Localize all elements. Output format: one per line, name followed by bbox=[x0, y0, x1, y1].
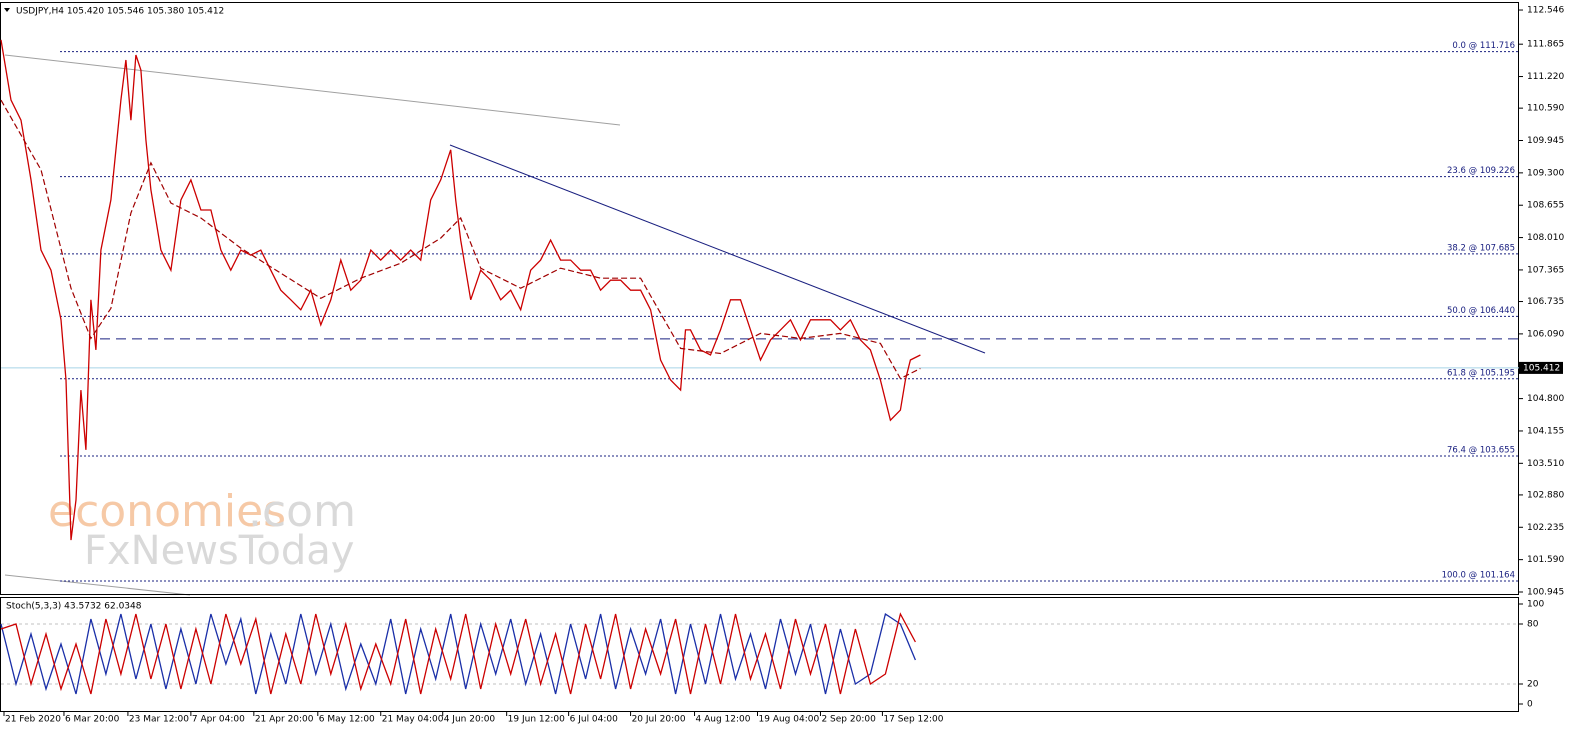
x-tick-label: 20 Jul 20:00 bbox=[632, 715, 686, 725]
y-tick-label: 104.800 bbox=[1527, 394, 1564, 404]
y-tick-label: 110.590 bbox=[1527, 104, 1564, 114]
y-tick-label: 102.880 bbox=[1527, 490, 1564, 500]
fib-label: 0.0 @ 111.716 bbox=[1452, 41, 1515, 51]
x-tick-label: 4 Jun 20:00 bbox=[444, 715, 496, 725]
series-line bbox=[0, 612, 916, 695]
x-tick-label: 7 Apr 04:00 bbox=[192, 715, 245, 725]
y-tick-label: 111.865 bbox=[1527, 40, 1564, 50]
fib-label: 50.0 @ 106.440 bbox=[1447, 306, 1515, 316]
y-tick-label: 103.510 bbox=[1527, 459, 1564, 469]
y-tick-label: 107.365 bbox=[1527, 265, 1564, 275]
current-price-label: 105.412 bbox=[1523, 363, 1560, 373]
watermark-text: economies bbox=[48, 486, 286, 537]
y-tick-label: 102.235 bbox=[1527, 523, 1564, 533]
chart-title: USDJPY,H4 105.420 105.546 105.380 105.41… bbox=[16, 7, 224, 17]
y-tick-label: 109.945 bbox=[1527, 136, 1564, 146]
x-tick-label: 19 Jun 12:00 bbox=[508, 715, 565, 725]
fib-label: 61.8 @ 105.195 bbox=[1447, 368, 1515, 378]
watermark-text: .com bbox=[248, 486, 356, 537]
y-tick-label: 108.655 bbox=[1527, 201, 1564, 211]
x-tick-label: 23 Mar 12:00 bbox=[129, 715, 189, 725]
fib-label: 76.4 @ 103.655 bbox=[1447, 446, 1515, 456]
stoch-title: Stoch(5,3,3) 43.5732 62.0348 bbox=[6, 602, 142, 612]
y-tick-label: 100 bbox=[1527, 600, 1544, 610]
x-tick-label: 6 May 12:00 bbox=[319, 715, 375, 725]
y-tick-label: 101.590 bbox=[1527, 555, 1564, 565]
x-tick-label: 2 Sep 20:00 bbox=[821, 715, 876, 725]
y-tick-label: 108.010 bbox=[1527, 233, 1564, 243]
current-price-box bbox=[1519, 361, 1563, 374]
y-tick-label: 100.945 bbox=[1527, 587, 1564, 597]
watermark: economies .com FxNewsToday bbox=[48, 486, 356, 574]
x-tick-label: 21 Feb 2020 bbox=[5, 715, 61, 725]
x-tick-label: 21 May 04:00 bbox=[382, 715, 444, 725]
y-tick-label: 80 bbox=[1527, 620, 1539, 630]
watermark-text: FxNewsToday bbox=[84, 528, 354, 574]
x-tick-label: 6 Jul 04:00 bbox=[570, 715, 619, 725]
menu-icon bbox=[4, 8, 10, 12]
main-panel-border bbox=[0, 2, 1519, 595]
stoch-panel-border bbox=[0, 597, 1519, 712]
fib-label: 23.6 @ 109.226 bbox=[1447, 166, 1515, 176]
fib-label: 38.2 @ 107.685 bbox=[1447, 243, 1515, 253]
y-tick-label: 20 bbox=[1527, 680, 1539, 690]
trend-line bbox=[4, 54, 621, 126]
trend-line bbox=[449, 144, 986, 354]
x-tick-label: 4 Aug 12:00 bbox=[696, 715, 751, 725]
y-tick-label: 111.220 bbox=[1527, 72, 1564, 82]
y-tick-label: 0 bbox=[1527, 700, 1533, 710]
x-tick-label: 6 Mar 20:00 bbox=[65, 715, 120, 725]
x-tick-label: 21 Apr 20:00 bbox=[255, 715, 314, 725]
y-tick-label: 106.090 bbox=[1527, 329, 1564, 339]
trend-line bbox=[4, 574, 191, 596]
series-line bbox=[0, 39, 921, 541]
y-tick-label: 112.546 bbox=[1527, 6, 1564, 16]
y-tick-label: 104.155 bbox=[1527, 426, 1564, 436]
x-tick-label: 19 Aug 04:00 bbox=[759, 715, 820, 725]
x-tick-label: 17 Sep 12:00 bbox=[883, 715, 943, 725]
y-tick-label: 106.735 bbox=[1527, 297, 1564, 307]
fib-label: 100.0 @ 101.164 bbox=[1442, 571, 1515, 581]
series-line bbox=[0, 612, 916, 695]
series-line bbox=[0, 99, 921, 380]
y-tick-label: 109.300 bbox=[1527, 168, 1564, 178]
